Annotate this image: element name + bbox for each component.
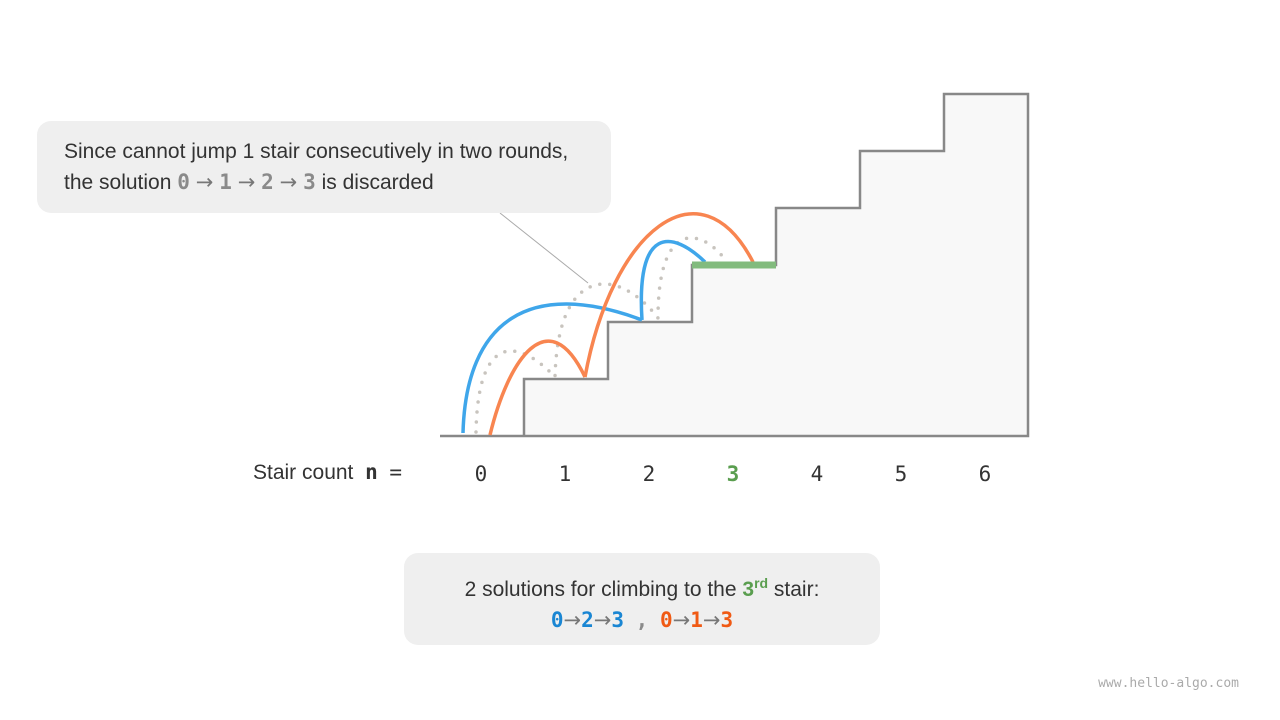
axis-label: Stair count n = [253,460,402,485]
arrow-icon: → [563,608,582,632]
callout-text-end: is discarded [321,171,434,194]
path-step: 3 [303,170,316,194]
arrow-icon: → [672,608,691,632]
axis-var: n [365,460,378,484]
path-step: 2 [261,170,274,194]
result-solutions: 0→2→3 , 0→1→3 [404,605,880,636]
solution-1-step: 3 [611,608,624,632]
solution-2-step: 0 [660,608,673,632]
result-title: 2 solutions for climbing to the 3rd stai… [404,568,880,605]
arrow-icon: → [195,170,214,194]
result-text-end: stair: [773,578,820,601]
tick-1: 1 [558,462,572,486]
result-text: 2 solutions for climbing to the [464,578,737,601]
blue-jump-2-3 [639,239,707,321]
tick-5: 5 [894,462,908,486]
axis-eq: = [389,460,403,484]
axis-label-text: Stair count [253,461,354,484]
discarded-callout: Since cannot jump 1 stair consecutively … [37,121,611,213]
arrow-icon: → [237,170,256,194]
orange-jump-1-3 [583,212,755,378]
path-step: 0 [177,170,190,194]
tick-0: 0 [474,462,488,486]
tick-6: 6 [978,462,992,486]
tick-3: 3 [726,462,740,486]
result-sup: rd [754,575,769,591]
callout-text: Since cannot jump 1 stair consecutively … [64,140,569,194]
separator: , [635,608,649,632]
solution-1-step: 2 [581,608,594,632]
callout-pointer [499,212,589,284]
tick-2: 2 [642,462,656,486]
result-stair: 3 [742,578,755,601]
discarded-path-dotted [474,236,726,434]
arrow-icon: → [702,608,721,632]
stairs-outline [440,92,1030,438]
arrow-icon: → [593,608,612,632]
path-step: 1 [219,170,232,194]
tick-4: 4 [810,462,824,486]
result-box: 2 solutions for climbing to the 3rd stai… [404,553,880,645]
arrow-icon: → [279,170,298,194]
watermark: www.hello-algo.com [1098,676,1239,691]
solution-2-step: 3 [720,608,734,632]
blue-jump-0-2 [461,302,643,434]
solution-1-step: 0 [550,608,564,632]
orange-jump-0-1 [488,339,587,436]
solution-2-step: 1 [690,608,703,632]
